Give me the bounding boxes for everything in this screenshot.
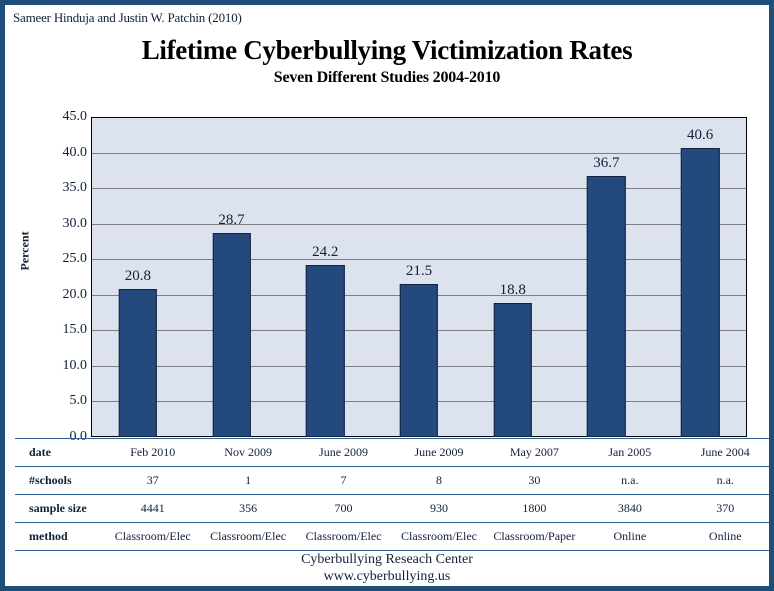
table-cell: 370 (677, 494, 769, 523)
gridline (92, 223, 746, 225)
y-axis-ticks: 0.0 5.0 10.0 15.0 20.0 25.0 30.0 35.0 40.0 45.0 (5, 109, 88, 444)
page-title: Lifetime Cyberbullying Victimization Rat… (141, 35, 633, 65)
table-cell: June 2004 (677, 438, 769, 467)
data-table-body: date Feb 2010 Nov 2009 June 2009 June 2009 Ma… (15, 438, 769, 551)
gridline (92, 294, 746, 296)
footer-website: www.cyberbullying.us (323, 569, 451, 584)
gridline (92, 188, 746, 190)
table-cell: June 2009 (391, 438, 487, 467)
table-cell: 37 (105, 466, 201, 495)
table-row: #schools 37 1 7 8 30 n.a. n.a. (15, 466, 769, 495)
attribution-text: Sameer Hinduja and Justin W. Patchin (20… (13, 10, 242, 25)
table-cell: Online (582, 522, 678, 551)
table-cell: June 2009 (295, 438, 392, 467)
plot-area (91, 117, 747, 437)
table-cell: Feb 2010 (105, 438, 201, 467)
table-row: date Feb 2010 Nov 2009 June 2009 June 2009 Ma… (15, 438, 769, 467)
table-cell: Classroom/Paper (486, 522, 583, 551)
table-cell: 3840 (582, 494, 678, 523)
table-cell: 7 (295, 466, 392, 495)
table-cell: 4441 (105, 494, 201, 523)
y-axis-tick-label: 10.0 (62, 357, 88, 373)
table-cell: 1 (200, 466, 296, 495)
table-cell: n.a. (677, 466, 769, 495)
y-axis-tick-label: 25.0 (62, 251, 88, 267)
table-cell: 8 (391, 466, 487, 495)
gridline (92, 259, 746, 261)
y-axis-tick-label: 15.0 (62, 322, 88, 338)
gridline (92, 152, 746, 154)
gridline (92, 365, 746, 367)
table-cell: Jan 2005 (582, 438, 678, 467)
table-cell: Classroom/Elec (391, 522, 487, 551)
table-row-label: method (15, 522, 105, 551)
table-row: sample size 4441 356 700 930 1800 3840 370 (15, 494, 769, 523)
table-row-label: #schools (15, 466, 105, 495)
table-row: method Classroom/Elec Classroom/Elec Classr… (15, 522, 769, 551)
y-axis-tick-label: 40.0 (62, 144, 88, 160)
table-cell: Classroom/Elec (295, 522, 392, 551)
table-cell: n.a. (582, 466, 678, 495)
data-table: date Feb 2010 Nov 2009 June 2009 June 2009 Ma… (15, 438, 769, 551)
table-row-label: sample size (15, 494, 105, 523)
gridline (92, 330, 746, 332)
y-axis-tick-label: 35.0 (62, 180, 88, 196)
y-axis-tick-label: 45.0 (62, 109, 88, 124)
footer: Cyberbullying Reseach Center www.cyberbu… (5, 551, 769, 585)
table-cell: 356 (200, 494, 296, 523)
table-cell: May 2007 (486, 438, 583, 467)
table-row-label: date (15, 438, 105, 467)
y-axis-tick-label: 20.0 (62, 286, 88, 302)
table-cell: 700 (295, 494, 392, 523)
table-cell: Online (677, 522, 769, 551)
y-axis-tick-label: 30.0 (62, 215, 88, 231)
y-axis-tick-label: 5.0 (69, 393, 88, 409)
table-cell: 1800 (486, 494, 583, 523)
table-cell: Classroom/Elec (105, 522, 201, 551)
gridline (92, 401, 746, 403)
chart-canvas: Sameer Hinduja and Justin W. Patchin (20… (5, 5, 769, 586)
page-subtitle: Seven Different Studies 2004-2010 (273, 69, 501, 86)
table-cell: 30 (486, 466, 583, 495)
table-cell: Classroom/Elec (200, 522, 296, 551)
table-cell: 930 (391, 494, 487, 523)
footer-organization: Cyberbullying Reseach Center (301, 552, 473, 567)
table-cell: Nov 2009 (200, 438, 296, 467)
